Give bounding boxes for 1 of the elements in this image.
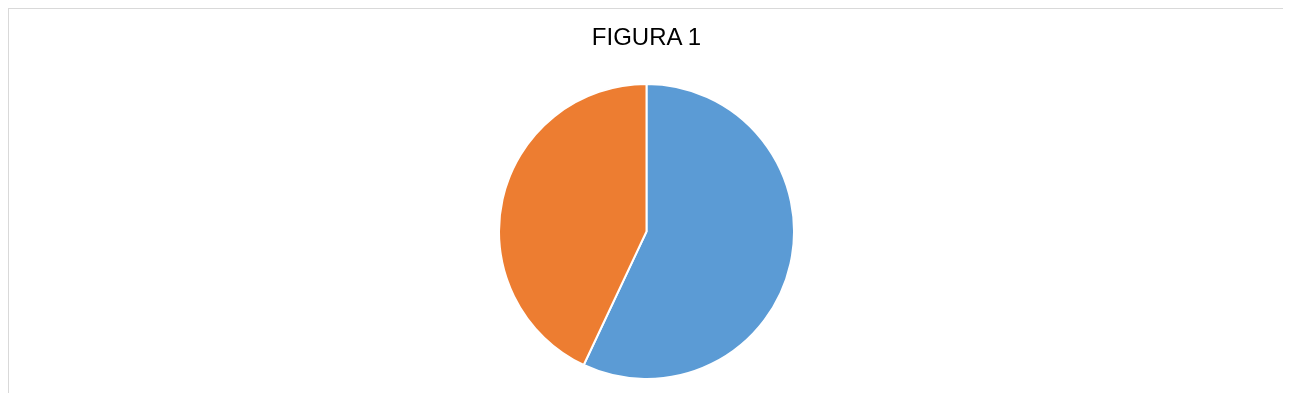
chart-title: FIGURA 1	[591, 23, 702, 51]
